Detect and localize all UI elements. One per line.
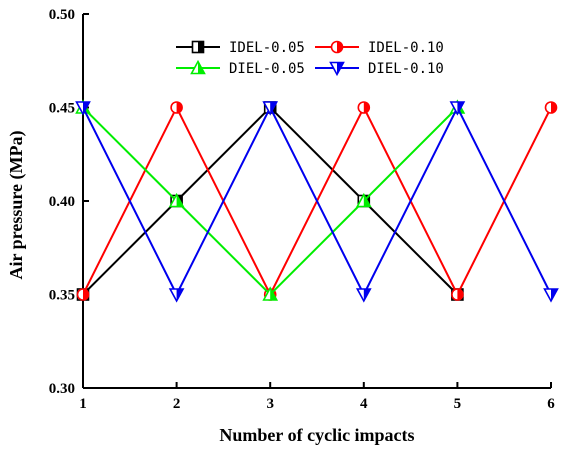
triangle-up-marker [262, 286, 279, 301]
legend: IDEL-0.05 IDEL-0.10 DIEL-0.05 DIEL-0.10 [176, 40, 444, 77]
y-axis-title: Air pressure (MPa) [6, 131, 27, 280]
y-tick-label: 0.40 [49, 194, 75, 210]
legend-label: DIEL-0.05 [229, 61, 305, 77]
triangle-down-marker [168, 288, 185, 303]
series-DIEL-0.10 [75, 101, 559, 303]
x-tick-label: 6 [547, 396, 555, 412]
legend-label: IDEL-0.10 [368, 40, 444, 56]
triangle-up-marker [190, 59, 206, 75]
triangle-down-marker [449, 101, 466, 116]
y-tick-label: 0.50 [49, 7, 75, 23]
circle-marker [451, 288, 464, 301]
circle-marker [330, 40, 344, 54]
x-tick-label: 1 [79, 396, 87, 412]
circle-marker [357, 101, 371, 114]
triangle-down-marker [262, 101, 279, 116]
series-IDEL-0.05 [76, 101, 464, 301]
triangle-down-marker [355, 288, 372, 303]
y-tick-label: 0.30 [49, 381, 75, 397]
legend-label: DIEL-0.10 [368, 61, 444, 77]
legend-label: IDEL-0.05 [229, 40, 305, 56]
series-DIEL-0.05 [75, 99, 466, 301]
y-tick-label: 0.35 [49, 288, 75, 304]
series-line [82, 105, 552, 297]
circle-marker [170, 101, 183, 114]
x-tick-label: 2 [173, 396, 181, 412]
x-tick-label: 4 [360, 396, 368, 412]
circle-marker [76, 288, 90, 301]
square-marker [191, 40, 205, 54]
y-tick-label: 0.45 [49, 101, 75, 117]
x-tick-label: 3 [266, 396, 274, 412]
triangle-down-marker [329, 61, 345, 77]
legend-entry: DIEL-0.05 [176, 59, 305, 77]
legend-entry: IDEL-0.05 [176, 40, 305, 56]
triangle-down-marker [543, 288, 559, 303]
series-group [75, 99, 559, 303]
axes: 1 2 3 4 5 6 0.30 0.35 0.40 0.45 0.50 [49, 7, 556, 412]
x-tick-label: 5 [454, 396, 462, 412]
legend-entry: IDEL-0.10 [315, 40, 444, 56]
triangle-down-marker [75, 101, 91, 116]
x-axis-title: Number of cyclic impacts [219, 425, 414, 445]
circle-marker [544, 101, 558, 114]
series-line [82, 106, 459, 296]
triangle-up-marker [168, 192, 185, 208]
series-line [82, 106, 459, 296]
triangle-up-marker [355, 192, 372, 208]
legend-entry: DIEL-0.10 [315, 61, 444, 77]
